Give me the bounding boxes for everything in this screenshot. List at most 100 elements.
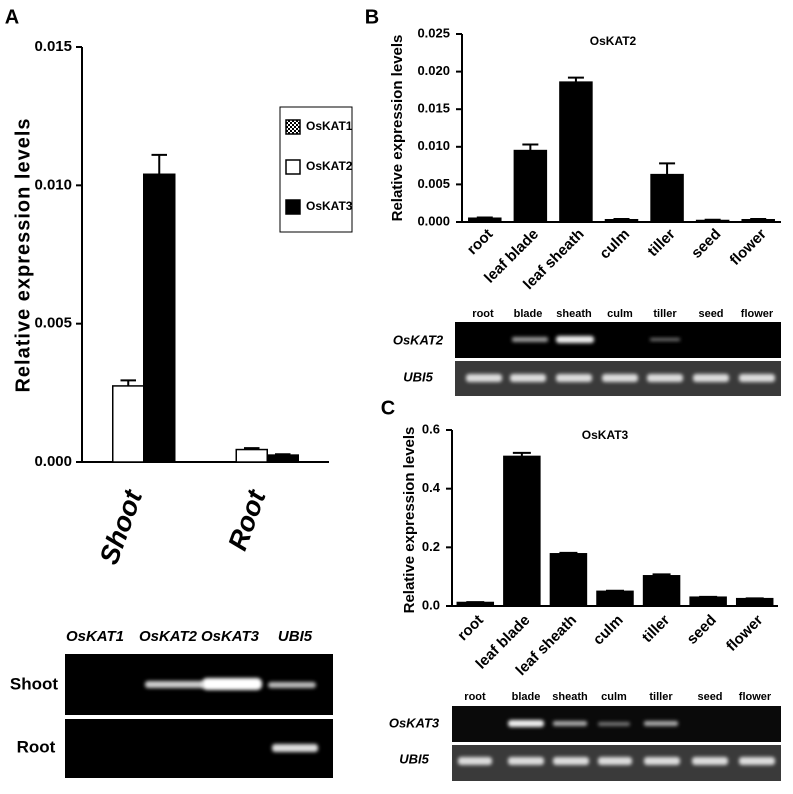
y-tick-label: 0.6 [422, 421, 440, 436]
x-tick-label: culm [596, 226, 633, 263]
legend-label: OsKAT1 [306, 119, 353, 133]
y-tick-label: 0.010 [34, 176, 72, 193]
y-tick-label: 0.4 [422, 480, 441, 495]
band [650, 338, 680, 341]
gel-b: root blade sheath culm tiller seed flowe… [393, 308, 781, 396]
band [598, 722, 630, 726]
bar [236, 450, 267, 462]
y-tick-label: 0.015 [34, 38, 72, 55]
y-tick-label: 0.015 [417, 101, 450, 116]
band [268, 682, 316, 688]
panel-label: B [365, 6, 379, 28]
error-bar [121, 380, 137, 386]
y-tick-label: 0.010 [417, 138, 450, 153]
gel-lane [455, 322, 781, 358]
error-bar [522, 145, 538, 151]
panel-label: A [5, 6, 19, 28]
error-bar [606, 591, 624, 592]
gel-column: culm [607, 308, 633, 320]
gel-column: OsKAT3 [201, 628, 260, 645]
chart-title: OsKAT2 [590, 34, 637, 48]
bar [144, 174, 175, 462]
y-tick-label: 0.005 [417, 176, 450, 191]
band [145, 681, 205, 688]
band [644, 721, 678, 726]
y-tick-label: 0.2 [422, 539, 440, 554]
x-tick-label: tiller [639, 612, 674, 647]
legend-label: OsKAT2 [306, 159, 353, 173]
band [202, 678, 262, 690]
legend-swatch [286, 160, 300, 174]
gel-column: root [464, 691, 486, 703]
gel-column: seed [698, 308, 723, 320]
y-tick-label: 0.020 [417, 63, 450, 78]
y-tick-label: 0.000 [34, 453, 72, 470]
gel-column: OsKAT1 [66, 628, 124, 645]
gel-column: sheath [556, 308, 592, 320]
gel-row: UBI5 [399, 751, 429, 766]
x-tick-label: seed [688, 226, 724, 262]
error-bar [152, 155, 168, 174]
gel-column: flower [739, 691, 772, 703]
bar [469, 218, 501, 222]
panel-label: C [381, 397, 395, 419]
chart-title: OsKAT3 [582, 428, 629, 442]
bar [550, 554, 586, 606]
x-tick-label: Root [222, 485, 272, 554]
gel-row: OsKAT3 [389, 715, 440, 730]
error-bar [659, 163, 675, 174]
gel-column: blade [514, 308, 543, 320]
gel-column: flower [741, 308, 774, 320]
error-bar [275, 454, 291, 455]
band [272, 744, 318, 752]
gel-column: tiller [649, 691, 673, 703]
gel-column: sheath [552, 691, 588, 703]
bar [644, 576, 680, 606]
gel-a: OsKAT1 OsKAT2 OsKAT3 UBI5 Shoot Root [10, 628, 333, 778]
gel-column: seed [697, 691, 722, 703]
gel-column: blade [512, 691, 541, 703]
gel-column: root [472, 308, 494, 320]
x-tick-label: flower [727, 226, 770, 269]
gel-row: Root [17, 737, 56, 756]
x-tick-label: tiller [644, 226, 679, 261]
legend-swatch [286, 120, 300, 134]
gel-row: UBI5 [403, 369, 433, 384]
bar [504, 456, 540, 606]
error-bar [750, 219, 766, 220]
y-tick-label: 0.000 [417, 213, 450, 228]
bar [606, 220, 638, 222]
gel-row: Shoot [10, 674, 58, 693]
x-tick-label: flower [723, 612, 766, 655]
band [556, 336, 594, 343]
error-bar [705, 220, 721, 221]
bar [560, 82, 592, 222]
error-bar [614, 219, 630, 220]
x-tick-label: culm [590, 612, 627, 649]
bar [742, 220, 774, 222]
y-axis-label: Relative expression levels [12, 117, 34, 392]
error-bar [559, 553, 577, 554]
band [553, 721, 587, 726]
gel-column: UBI5 [278, 628, 313, 645]
bar [690, 597, 726, 606]
x-tick-label: Shoot [94, 485, 149, 568]
x-tick-label: root [464, 226, 497, 259]
y-tick-label: 0.0 [422, 597, 440, 612]
bar [113, 386, 144, 462]
x-tick-label: seed [684, 612, 720, 648]
y-tick-label: 0.025 [417, 25, 450, 40]
gel-column: OsKAT2 [139, 628, 198, 645]
bar [737, 599, 773, 606]
gel-column: tiller [653, 308, 677, 320]
band [508, 720, 544, 727]
y-axis-label: Relative expression levels [389, 35, 406, 222]
y-tick-label: 0.005 [34, 315, 72, 332]
x-tick-label: root [454, 612, 487, 645]
gel-row: OsKAT2 [393, 332, 444, 347]
band [512, 337, 548, 342]
gel-column: culm [601, 691, 627, 703]
legend-label: OsKAT3 [306, 199, 353, 213]
bar [651, 175, 683, 222]
